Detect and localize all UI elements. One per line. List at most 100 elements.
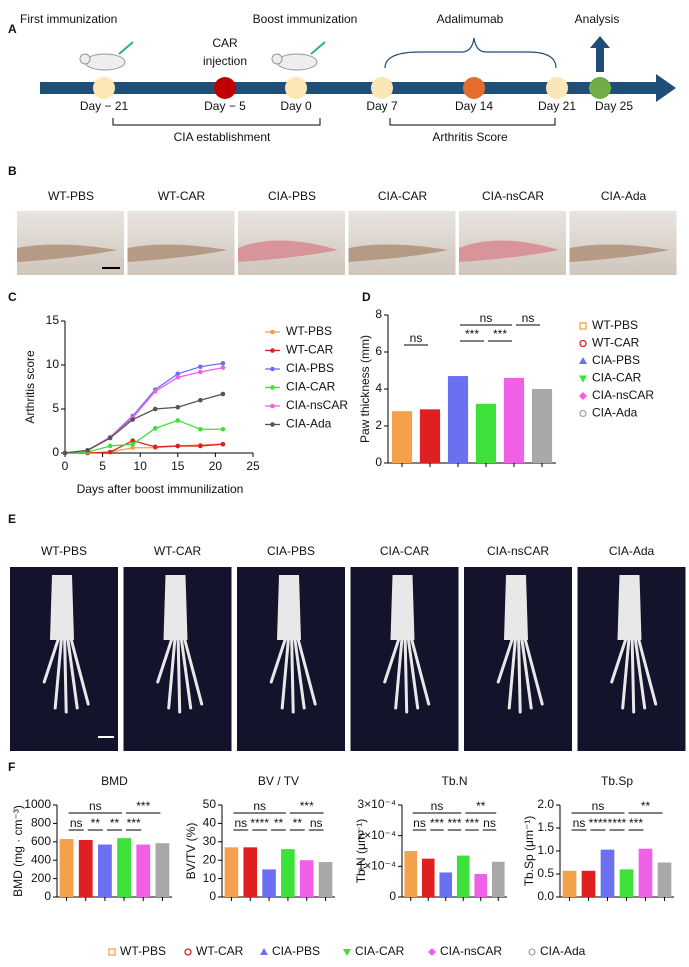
up-arrow <box>590 36 610 72</box>
significance-label: *** <box>136 799 150 813</box>
paw-photo <box>127 211 235 275</box>
bone-wrist <box>617 575 642 640</box>
point <box>198 443 203 449</box>
y-tick-label: 8 <box>375 307 382 321</box>
photo-label: CIA-PBS <box>268 189 316 203</box>
panel-label: C <box>8 290 17 304</box>
day-label: Day 14 <box>455 99 493 113</box>
mouse-icon <box>84 53 126 71</box>
legend-marker <box>579 392 587 400</box>
timepoint <box>371 77 393 99</box>
point <box>130 417 135 422</box>
bar <box>421 858 435 897</box>
point <box>152 389 158 394</box>
point <box>152 426 158 431</box>
series-line <box>64 419 223 454</box>
point <box>220 360 226 366</box>
point <box>220 441 226 447</box>
significance-label: ns <box>310 816 323 830</box>
bone-finger <box>517 638 522 714</box>
legend-label: WT-CAR <box>286 343 334 357</box>
significance-label: ns <box>592 799 605 813</box>
legend-marker <box>270 403 275 409</box>
period-label: CIA establishment <box>174 130 271 144</box>
legend-marker <box>270 366 275 372</box>
y-tick-label: 6 <box>375 344 382 358</box>
bar <box>503 377 525 463</box>
bar <box>117 838 131 897</box>
point <box>130 445 135 451</box>
paw-shape <box>17 244 117 262</box>
significance-label: *** <box>493 327 507 341</box>
mouse-head <box>271 53 283 65</box>
y-axis-label: Tb.Sp (μm⁻¹) <box>522 816 536 887</box>
legend-marker <box>260 948 268 955</box>
y-tick-label: 0 <box>44 889 51 903</box>
y-axis-label: BMD (mg · cm⁻³) <box>11 805 25 897</box>
timepoint <box>463 77 485 99</box>
bar <box>299 860 314 897</box>
point <box>130 441 135 447</box>
point <box>220 365 226 370</box>
ct-label: WT-PBS <box>41 544 87 558</box>
bone-finger <box>637 638 658 706</box>
y-tick-label: 5 <box>52 401 59 415</box>
point <box>175 443 181 449</box>
significance-label: ns <box>431 799 444 813</box>
legend-label: CIA-PBS <box>286 361 334 375</box>
bar <box>638 848 653 897</box>
legend-marker <box>270 348 275 353</box>
legend-marker <box>579 339 587 348</box>
panel-label: F <box>8 760 15 774</box>
x-tick-label: 25 <box>246 459 260 473</box>
significance-label: ns <box>522 311 535 325</box>
photo-label: CIA-CAR <box>378 189 428 203</box>
series-line <box>64 367 224 454</box>
bar <box>243 847 258 897</box>
timepoint <box>93 77 115 99</box>
point <box>130 438 135 443</box>
significance-label: **** <box>608 816 627 830</box>
bone-finger <box>280 638 290 710</box>
bone-finger <box>176 638 182 714</box>
bone-finger <box>296 638 317 706</box>
phase-label: Analysis <box>575 12 620 26</box>
day-label: Day 7 <box>366 99 398 113</box>
timepoint <box>546 77 568 99</box>
bone-finger <box>293 638 306 710</box>
bar <box>318 862 333 897</box>
significance-label: ns <box>573 816 586 830</box>
legend-marker <box>184 948 192 956</box>
point <box>175 404 181 410</box>
paw-shape <box>127 244 228 262</box>
paw-shape <box>348 244 449 262</box>
y-tick-label: 400 <box>31 852 51 866</box>
legend-label: CIA-Ada <box>540 944 586 958</box>
chart-title: Tb.N <box>441 774 467 788</box>
significance-label: ** <box>91 816 101 830</box>
brace <box>384 37 557 69</box>
bar <box>491 861 505 897</box>
significance-label: ns <box>413 816 426 830</box>
photo-label: CIA-nsCAR <box>482 189 544 203</box>
legend-marker <box>579 322 587 330</box>
y-tick-label: 20 <box>203 852 217 866</box>
bar <box>600 849 615 897</box>
bar <box>224 847 239 897</box>
legend-marker <box>270 385 275 390</box>
ct-label: CIA-nsCAR <box>487 544 549 558</box>
bar <box>78 839 93 897</box>
timeline-bar <box>40 82 660 94</box>
y-tick-label: 0 <box>52 445 59 459</box>
bone-finger <box>383 638 400 684</box>
legend-label: CIA-PBS <box>272 944 320 958</box>
x-tick-label: 5 <box>99 459 106 473</box>
bar <box>581 870 596 897</box>
ct-label: CIA-PBS <box>267 544 315 558</box>
point <box>152 444 158 450</box>
legend-label: CIA-nsCAR <box>286 398 348 412</box>
paw-photo <box>569 211 677 275</box>
significance-label: *** <box>300 799 314 813</box>
y-tick-label: 1×10⁻⁴ <box>357 859 396 873</box>
point <box>198 397 203 403</box>
